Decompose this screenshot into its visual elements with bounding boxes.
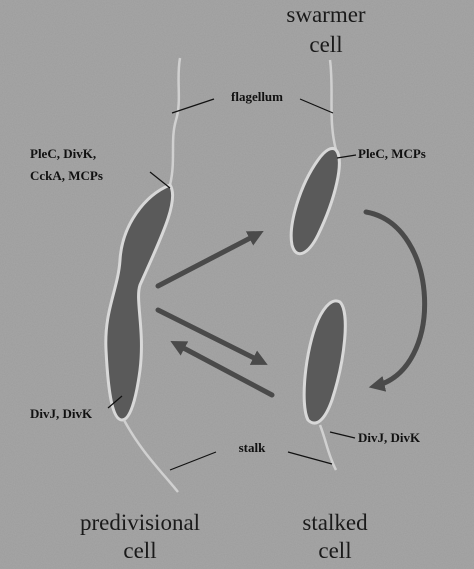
stage-label: swarmer xyxy=(286,2,366,27)
curved-arrow xyxy=(363,209,427,392)
leader-line xyxy=(336,154,357,159)
predivisional-cell xyxy=(104,183,175,422)
label: CckA, MCPs xyxy=(30,168,103,183)
leader-line xyxy=(169,451,217,471)
label: PleC, MCPs xyxy=(358,146,426,161)
stalked-cell xyxy=(302,299,347,425)
arrow xyxy=(170,340,275,398)
leader-line xyxy=(171,98,215,114)
label: PleC, DivK, xyxy=(30,146,96,161)
leader-line xyxy=(299,98,334,114)
label: DivJ, DivK xyxy=(30,406,93,421)
stage-label: cell xyxy=(123,538,156,563)
stalk-left xyxy=(122,419,179,493)
flagellum-right xyxy=(328,59,338,151)
arrow xyxy=(155,307,268,365)
stage-label: stalked xyxy=(302,510,368,535)
stage-label: cell xyxy=(318,538,351,563)
stage-label: cell xyxy=(309,32,342,57)
leader-line xyxy=(107,395,123,409)
leader-line xyxy=(287,451,333,465)
label: DivJ, DivK xyxy=(358,430,421,445)
stage-label: predivisional xyxy=(80,510,200,535)
flagellum-left xyxy=(168,57,182,186)
label: stalk xyxy=(239,440,267,455)
leader-line xyxy=(329,431,356,439)
arrow xyxy=(155,231,264,289)
label: flagellum xyxy=(231,89,283,104)
stalk-right xyxy=(318,424,338,471)
leader-line xyxy=(149,171,171,189)
swarmer-cell xyxy=(289,146,341,256)
